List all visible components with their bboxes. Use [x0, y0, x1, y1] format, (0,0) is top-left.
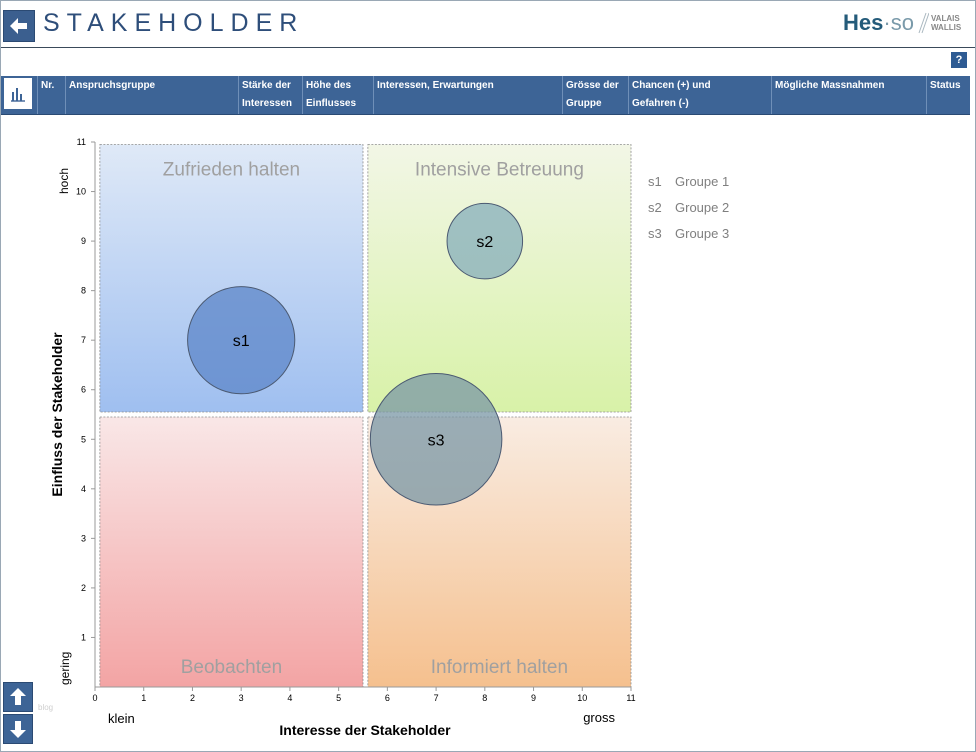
x-tick-label: 5	[336, 693, 341, 703]
quadrant-2	[367, 144, 632, 413]
y-tick-label: 11	[77, 137, 86, 147]
logo-wallis: WALLIS	[930, 23, 962, 32]
column-header-line1: Nr.	[41, 80, 55, 91]
y-tick-label: 1	[81, 632, 86, 642]
legend-item-id: s3	[648, 226, 662, 241]
column-header-line2: Gefahren (-)	[632, 98, 689, 109]
stakeholder-bubble-s2	[446, 202, 524, 280]
column-header-chancen[interactable]: Chancen (+) und Gefahren (-)	[628, 76, 771, 114]
logo-subtext: VALAIS WALLIS	[931, 14, 961, 32]
x-high-label: gross	[583, 710, 615, 725]
bubble-label: s1	[233, 333, 250, 350]
y-tick-label: 7	[81, 335, 86, 345]
x-axis-title: Interesse der Stakeholder	[279, 722, 451, 738]
quadrant-label: Beobachten	[181, 657, 282, 678]
y-tick-label: 5	[81, 434, 86, 444]
back-button[interactable]	[3, 10, 35, 42]
stakeholder-bubble-s3	[369, 372, 503, 506]
help-button[interactable]: ?	[951, 52, 967, 68]
quadrant-label: Intensive Betreuung	[415, 159, 584, 180]
legend-item-name: Groupe 2	[675, 200, 730, 215]
column-header-anspruchsgruppe[interactable]: Anspruchsgruppe	[65, 76, 238, 114]
scroll-up-button[interactable]	[3, 682, 33, 712]
x-tick-label: 2	[190, 693, 195, 703]
legend-item-name: Groupe 3	[675, 226, 730, 241]
legend-item: s3 Groupe 3	[648, 226, 729, 252]
legend-item-id: s2	[648, 200, 662, 215]
legend-item-id: s1	[648, 174, 662, 189]
column-header-interessen[interactable]: Interessen, Erwartungen	[373, 76, 562, 114]
column-header-staerke[interactable]: Stärke der Interessen	[238, 76, 302, 114]
page-title: STAKEHOLDER	[43, 9, 305, 37]
y-tick-label: 3	[81, 533, 86, 543]
chart-legend: s1 Groupe 1 s2 Groupe 2 s3 Groupe 3	[648, 174, 729, 252]
logo-slash-mark	[918, 12, 929, 34]
logo-text-so: so	[890, 10, 914, 35]
legend-item-name: Groupe 1	[675, 174, 730, 189]
column-header-line1: Stärke der	[242, 80, 291, 91]
column-header-hoehe[interactable]: Höhe des Einflusses	[302, 76, 373, 114]
y-tick-label: 10	[76, 187, 86, 197]
x-tick-label: 7	[434, 693, 439, 703]
stakeholder-matrix-chart: Zufrieden halten Intensive Betreuung Beoba…	[49, 137, 636, 738]
x-tick-label: 10	[577, 693, 587, 703]
column-header-line1: Chancen (+) und	[632, 80, 711, 91]
bubble-label: s3	[428, 432, 445, 449]
y-low-label: gering	[58, 652, 72, 685]
quadrant-label: Informiert halten	[431, 657, 568, 678]
quadrant-label: Zufrieden halten	[163, 159, 300, 180]
header-divider	[0, 47, 976, 48]
column-header-line1: Anspruchsgruppe	[69, 80, 156, 91]
legend-item: s1 Groupe 1	[648, 174, 729, 200]
logo-valais: VALAIS	[930, 14, 960, 23]
column-header-nr[interactable]: Nr.	[37, 76, 65, 114]
y-axis-title: Einfluss der Stakeholder	[49, 332, 65, 497]
y-tick-label: 6	[81, 385, 86, 395]
x-tick-label: 11	[626, 693, 635, 703]
y-high-label: hoch	[57, 168, 71, 194]
bubble-layer: s1 s2 s3	[187, 202, 524, 506]
x-low-label: klein	[108, 711, 135, 726]
quadrant-3	[99, 416, 364, 688]
bar-chart-icon	[11, 88, 25, 102]
arrow-up-icon	[10, 688, 26, 705]
x-tick-label: 6	[385, 693, 390, 703]
column-header-groesse[interactable]: Grösse der Gruppe	[562, 76, 628, 114]
column-header-line1: Status	[930, 80, 961, 91]
y-tick-label: 9	[81, 236, 86, 246]
blog-watermark: blog	[38, 703, 54, 712]
column-header-line2: Einflusses	[306, 98, 357, 109]
column-header-line1: Grösse der	[566, 80, 619, 91]
x-tick-label: 3	[239, 693, 244, 703]
table-header-bar	[0, 76, 970, 115]
column-header-line1: Höhe des	[306, 80, 352, 91]
x-tick-label: 0	[92, 693, 97, 703]
y-tick-label: 4	[81, 484, 86, 494]
x-tick-label: 8	[482, 693, 487, 703]
scroll-down-button[interactable]	[3, 714, 33, 744]
chart-toggle-button[interactable]	[3, 77, 33, 110]
legend-item: s2 Groupe 2	[648, 200, 729, 226]
column-header-line1: Interessen, Erwartungen	[377, 80, 494, 91]
logo-text-dot: ·	[883, 10, 891, 35]
stakeholder-bubble-s1	[187, 286, 296, 395]
logo-text-main: Hes	[843, 10, 884, 35]
y-tick-label: 8	[81, 286, 86, 296]
x-tick-label: 4	[287, 693, 292, 703]
column-header-status[interactable]: Status	[926, 76, 970, 114]
quadrant-layer: Zufrieden halten Intensive Betreuung Beoba…	[99, 144, 632, 688]
column-header-massnahmen[interactable]: Mögliche Massnahmen	[771, 76, 926, 114]
hes-so-logo: Hes · so VALAIS WALLIS	[843, 9, 961, 37]
x-tick-label: 1	[141, 693, 146, 703]
column-header-line2: Gruppe	[566, 98, 602, 109]
arrow-down-icon	[10, 721, 26, 738]
bubble-label: s2	[476, 234, 493, 251]
column-header-line1: Mögliche Massnahmen	[775, 80, 885, 91]
x-tick-label: 9	[531, 693, 536, 703]
y-tick-label: 2	[81, 583, 86, 593]
arrow-left-icon	[10, 18, 27, 34]
column-header-line2: Interessen	[242, 98, 293, 109]
